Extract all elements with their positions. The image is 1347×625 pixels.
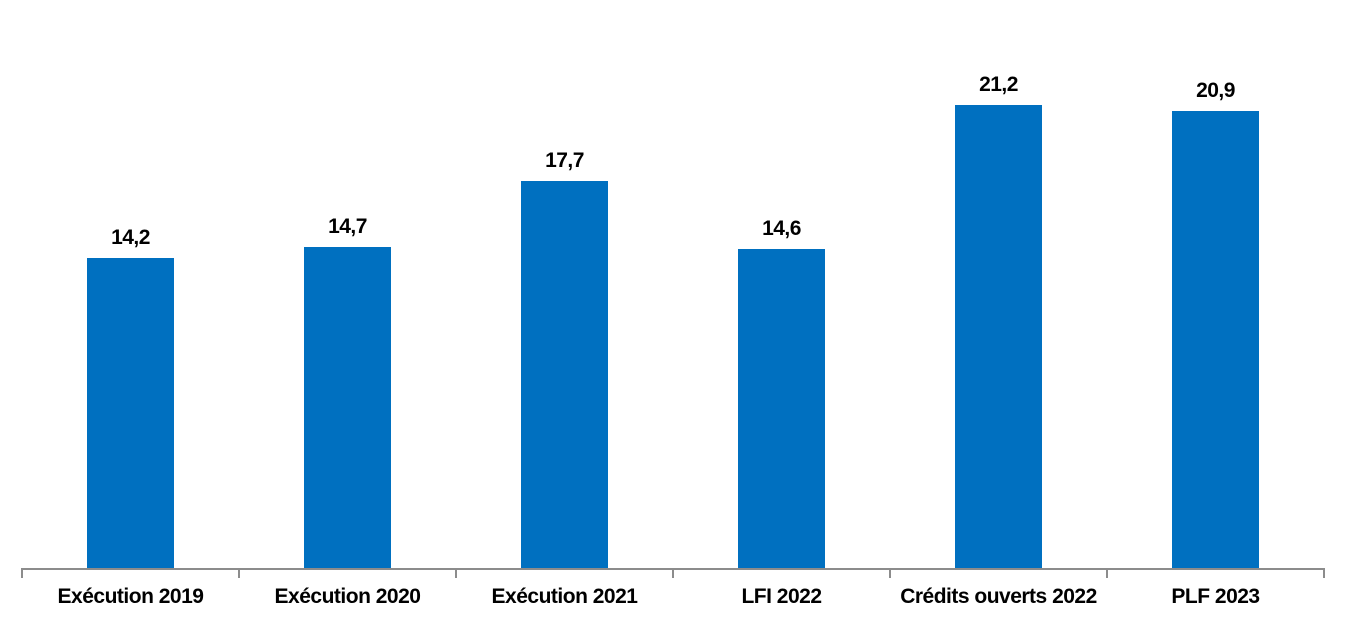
x-axis-tick <box>238 568 240 578</box>
bar-value-label: 20,9 <box>1196 79 1235 103</box>
bar <box>1172 111 1259 568</box>
x-axis-ticks <box>21 0 1325 578</box>
x-axis-category-label: Exécution 2020 <box>274 585 421 608</box>
x-axis-tick <box>21 568 23 578</box>
x-axis-category-label: LFI 2022 <box>741 585 822 608</box>
plot-area: 14,2 14,7 17,7 14,6 21,2 20,9 <box>21 0 1325 578</box>
bar-value-label: 14,6 <box>762 216 801 240</box>
x-axis-tick <box>1323 568 1325 578</box>
bar-value-label: 14,7 <box>328 214 367 238</box>
x-axis-category-label: Exécution 2019 <box>57 585 204 608</box>
bar-value-label: 17,7 <box>545 149 584 173</box>
x-axis-labels: Exécution 2019 Exécution 2020 Exécution 20… <box>22 585 1324 615</box>
x-axis-tick <box>455 568 457 578</box>
bar <box>521 181 608 568</box>
bar-value-label: 14,2 <box>111 225 150 249</box>
x-axis-tick <box>1106 568 1108 578</box>
x-axis-tick <box>889 568 891 578</box>
bar-value-label: 21,2 <box>979 72 1018 96</box>
x-axis-category-label: Crédits ouverts 2022 <box>900 585 1097 608</box>
bar <box>955 104 1042 568</box>
x-axis-tick <box>672 568 674 578</box>
bar <box>304 246 391 568</box>
bar <box>738 249 825 568</box>
bar <box>87 257 174 568</box>
x-axis-category-label: PLF 2023 <box>1171 585 1260 608</box>
x-axis-category-label: Exécution 2021 <box>491 585 638 608</box>
